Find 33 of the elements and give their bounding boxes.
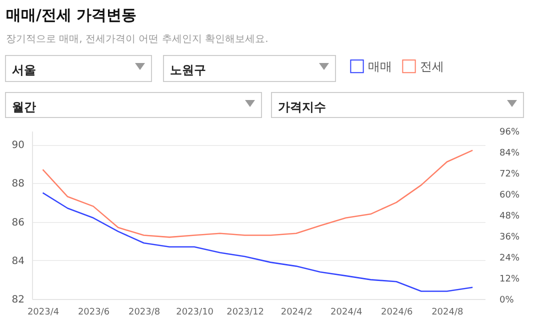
legend-label: 전세 (420, 59, 444, 74)
x-tick-label: 2024/2 (280, 308, 313, 318)
line-series (42, 150, 474, 238)
line-series (42, 192, 474, 292)
x-tick-label: 2023/4 (27, 308, 60, 318)
y-tick-label: 86 (12, 217, 24, 228)
dropdown: 월간 (5, 92, 262, 118)
x-tick-label: 2023/12 (226, 308, 264, 318)
y-tick-label: 90 (12, 140, 24, 152)
dropdown: 서울 (5, 55, 152, 82)
y2-tick-label: 24% (500, 254, 520, 264)
dropdown: 노원구 (163, 55, 336, 82)
y2-tick-label: 72% (500, 170, 520, 180)
dropdown: 가격지수 (271, 92, 524, 118)
y-tick-label: 82 (12, 294, 24, 306)
x-tick-label: 2023/6 (78, 308, 110, 318)
y2-tick-label: 60% (500, 190, 520, 200)
x-tick-label: 2024/6 (381, 308, 413, 318)
y-tick-label: 88 (12, 178, 24, 190)
x-tick-label: 2023/10 (176, 308, 214, 318)
y2-tick-label: 84% (500, 148, 520, 158)
y2-tick-label: 48% (500, 212, 520, 222)
x-tick-label: 2024/8 (432, 308, 464, 318)
x-tick-label: 2024/4 (330, 308, 362, 318)
legend-label: 매매 (368, 59, 392, 74)
chart-title: 매매/전세 가격변동 (6, 6, 137, 25)
y2-tick-label: 12% (500, 274, 520, 284)
y2-tick-label: 96% (500, 128, 520, 138)
x-tick-label: 2023/8 (128, 308, 160, 318)
y-tick-label: 84 (12, 256, 24, 267)
y2-tick-label: 0% (500, 296, 514, 306)
y2-tick-label: 36% (500, 232, 520, 242)
chart-subtitle: 장기적으로 매매, 전세가격이 어떤 추세인지 확인해보세요. (6, 33, 268, 46)
